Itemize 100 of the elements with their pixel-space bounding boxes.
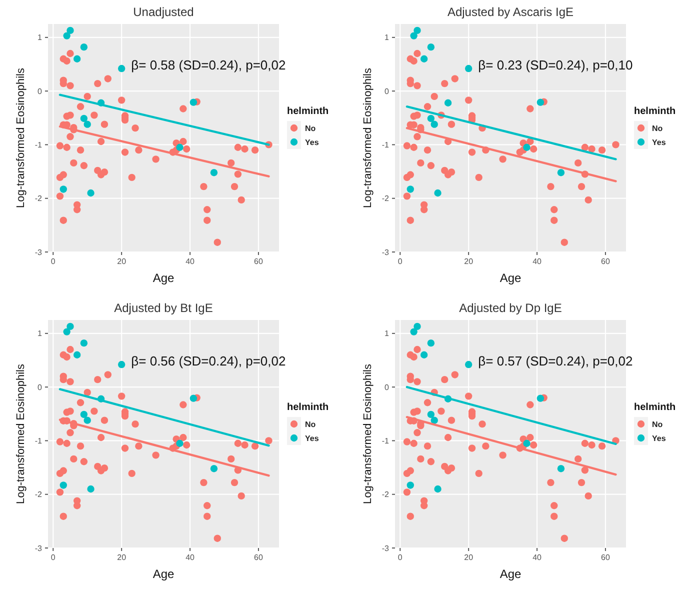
- point: [118, 360, 126, 368]
- y-tick-label: 0: [38, 382, 43, 392]
- x-tick-label: 0: [398, 257, 403, 266]
- point: [427, 43, 435, 51]
- legend-label: No: [652, 420, 663, 429]
- y-tick-label: -3: [382, 544, 390, 553]
- chart-title: Adjusted by Ascaris IgE: [447, 5, 574, 19]
- point: [444, 99, 452, 106]
- chart-title: Unadjusted: [133, 5, 194, 19]
- x-tick-label: 40: [532, 553, 542, 562]
- point: [406, 186, 414, 193]
- y-tick-label: -2: [34, 194, 43, 204]
- point: [523, 440, 530, 447]
- x-tick-label: 60: [601, 257, 610, 266]
- y-tick-label: -3: [34, 544, 43, 553]
- point: [427, 114, 435, 122]
- y-axis-title: Log-transformed Eosinophils: [15, 363, 27, 504]
- point: [464, 360, 472, 368]
- x-tick-label: 60: [254, 553, 264, 562]
- point: [430, 416, 438, 424]
- x-tick-label: 60: [254, 257, 264, 266]
- x-tick-label: 40: [186, 553, 196, 562]
- y-tick-label: 1: [38, 329, 43, 338]
- x-tick-label: 40: [186, 257, 196, 266]
- legend-title: helminth: [287, 106, 329, 117]
- point: [420, 351, 428, 358]
- legend-label: Yes: [652, 434, 666, 443]
- y-tick-label: -1: [382, 140, 390, 150]
- y-axis-title: Log-transformed Eosinophils: [362, 67, 374, 208]
- legend-title: helminth: [287, 402, 329, 413]
- y-tick-label: 0: [38, 86, 43, 96]
- x-tick-label: 0: [398, 553, 403, 562]
- x-tick-label: 60: [601, 553, 610, 562]
- point: [73, 55, 81, 62]
- point: [80, 410, 88, 418]
- point: [427, 339, 435, 347]
- point: [190, 98, 198, 106]
- y-tick-label: 0: [384, 86, 390, 96]
- point: [434, 189, 442, 197]
- y-tick-label: -1: [34, 436, 43, 446]
- annotation: β= 0.57 (SD=0.24), p=0,02: [478, 354, 633, 369]
- point: [60, 186, 67, 193]
- x-tick-label: 20: [117, 553, 127, 562]
- point: [410, 328, 418, 336]
- point: [434, 485, 442, 493]
- x-axis-title: Age: [152, 271, 174, 285]
- y-tick-label: -1: [382, 436, 390, 446]
- point: [420, 55, 428, 62]
- point: [557, 465, 565, 472]
- point: [66, 322, 74, 330]
- y-tick-label: 1: [384, 33, 390, 42]
- point: [66, 26, 74, 34]
- point: [73, 351, 81, 358]
- legend-label: No: [652, 124, 663, 133]
- point: [87, 189, 94, 197]
- y-tick-label: 1: [384, 329, 390, 338]
- legend-title: helminth: [634, 402, 676, 413]
- point: [557, 169, 565, 176]
- legend-label: Yes: [305, 138, 320, 147]
- point: [410, 32, 418, 40]
- point: [536, 394, 544, 402]
- x-tick-label: 20: [117, 257, 127, 266]
- point: [536, 98, 544, 106]
- point: [430, 120, 438, 128]
- y-tick-label: 0: [384, 382, 390, 392]
- x-tick-label: 0: [50, 553, 56, 562]
- x-tick-label: 0: [50, 257, 56, 266]
- point: [414, 26, 421, 34]
- chart-title: Adjusted by Bt IgE: [114, 301, 213, 315]
- x-axis-title: Age: [500, 567, 522, 581]
- y-axis-title: Log-transformed Eosinophils: [362, 363, 374, 504]
- y-tick-label: -1: [34, 140, 43, 150]
- y-tick-label: -2: [34, 490, 43, 500]
- legend-label: Yes: [305, 434, 320, 443]
- y-tick-label: -2: [382, 490, 390, 500]
- y-axis-title: Log-transformed Eosinophils: [15, 67, 27, 208]
- point: [80, 339, 88, 347]
- annotation: β= 0.56 (SD=0.24), p=0,02: [131, 354, 286, 369]
- y-tick-label: -3: [34, 248, 43, 257]
- annotation: β= 0.23 (SD=0.24), p=0,10: [478, 58, 633, 73]
- point: [63, 32, 70, 40]
- legend-label: No: [305, 420, 316, 429]
- legend-title: helminth: [634, 106, 676, 117]
- point: [523, 144, 530, 151]
- x-tick-label: 20: [464, 553, 474, 562]
- chart-title: Adjusted by Dp IgE: [459, 301, 562, 315]
- point: [210, 465, 218, 472]
- x-tick-label: 20: [464, 257, 474, 266]
- legend-label: Yes: [652, 138, 666, 147]
- point: [80, 114, 88, 122]
- y-tick-label: -2: [382, 194, 390, 204]
- point: [84, 120, 91, 128]
- point: [427, 410, 435, 418]
- point: [190, 394, 198, 402]
- point: [406, 482, 414, 489]
- point: [414, 322, 421, 330]
- point: [60, 482, 67, 489]
- x-axis-title: Age: [152, 567, 174, 581]
- x-tick-label: 40: [532, 257, 542, 266]
- point: [210, 169, 218, 176]
